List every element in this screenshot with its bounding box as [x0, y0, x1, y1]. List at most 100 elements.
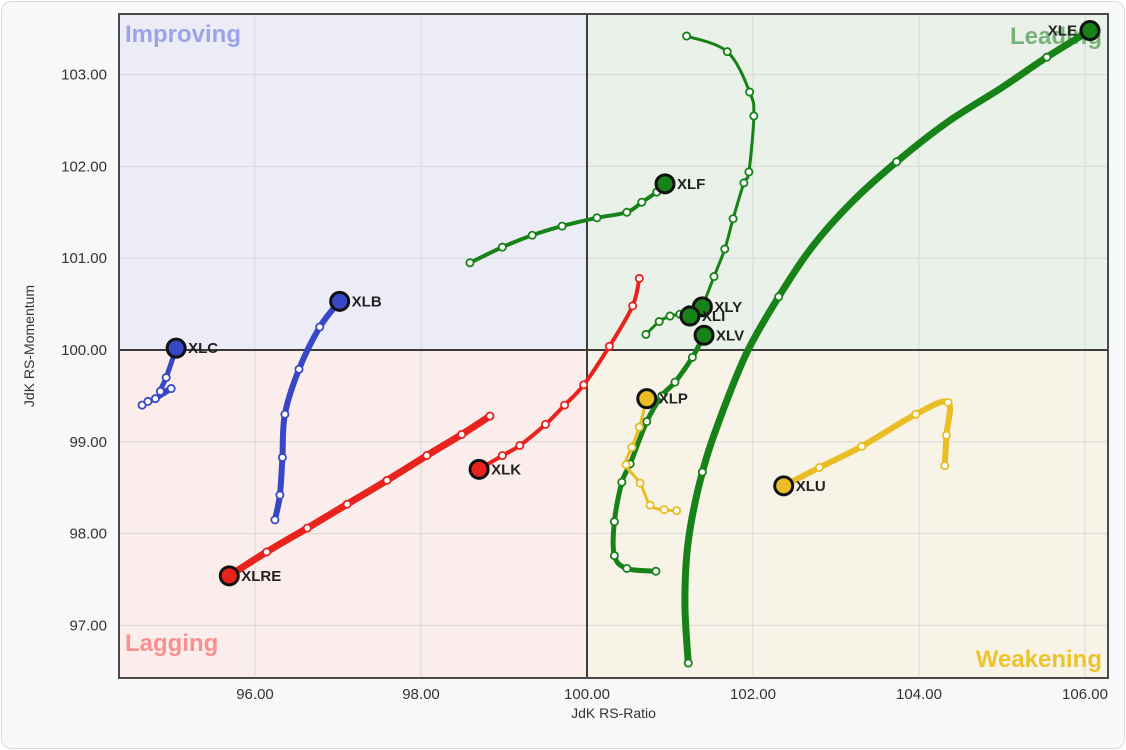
x-tick-label: 100.00: [564, 686, 610, 703]
label-XLU: XLU: [796, 478, 826, 495]
trail-point-XLE[interactable]: [697, 467, 707, 477]
trail-point-XLU[interactable]: [940, 461, 950, 471]
trail-point-XLV[interactable]: [617, 477, 627, 487]
trail-point-XLU[interactable]: [943, 397, 953, 407]
trail-point-XLF[interactable]: [592, 213, 602, 223]
marker-XLE[interactable]: [1079, 20, 1101, 42]
marker-XLB[interactable]: [329, 290, 351, 312]
x-tick-label: 96.00: [236, 686, 274, 703]
trail-point-XLK[interactable]: [515, 440, 525, 450]
trail-point-XLK[interactable]: [497, 451, 507, 461]
trail-point-XLI[interactable]: [665, 311, 675, 321]
trail-point-XLY[interactable]: [744, 167, 754, 177]
trail-point-XLK[interactable]: [579, 380, 589, 390]
trail-point-XLF[interactable]: [497, 242, 507, 252]
trail-point-XLI[interactable]: [654, 317, 664, 327]
trail-point-XLB[interactable]: [275, 490, 285, 500]
trail-point-XLI[interactable]: [641, 329, 651, 339]
trail-point-XLRE[interactable]: [302, 523, 312, 533]
trail-point-XLP[interactable]: [634, 422, 644, 432]
trail-point-XLB[interactable]: [280, 409, 290, 419]
y-tick-label: 99.00: [69, 434, 107, 451]
trail-point-XLP[interactable]: [672, 506, 682, 516]
trail-point-XLC[interactable]: [161, 373, 171, 383]
trail-point-XLE[interactable]: [1042, 52, 1052, 62]
marker-XLC[interactable]: [165, 337, 187, 359]
marker-XLI[interactable]: [679, 305, 701, 327]
marker-XLU[interactable]: [773, 475, 795, 497]
trail-point-XLP[interactable]: [627, 442, 637, 452]
trail-point-XLRE[interactable]: [422, 451, 432, 461]
trail-point-XLP[interactable]: [635, 478, 645, 488]
trail-point-XLV[interactable]: [651, 566, 661, 576]
x-tick-label: 106.00: [1062, 686, 1108, 703]
trail-point-XLC[interactable]: [143, 396, 153, 406]
trail-point-XLRE[interactable]: [485, 411, 495, 421]
trail-point-XLK[interactable]: [634, 273, 644, 283]
marker-XLK[interactable]: [468, 458, 490, 480]
trail-point-XLV[interactable]: [687, 352, 697, 362]
trail-point-XLV[interactable]: [609, 517, 619, 527]
label-XLC: XLC: [188, 340, 218, 357]
trail-point-XLU[interactable]: [911, 409, 921, 419]
trail-point-XLC[interactable]: [150, 394, 160, 404]
label-XLY: XLY: [714, 299, 742, 316]
trail-point-XLC[interactable]: [166, 384, 176, 394]
trail-point-XLC[interactable]: [155, 386, 165, 396]
trail-point-XLP[interactable]: [621, 460, 631, 470]
trail-point-XLK[interactable]: [604, 341, 614, 351]
trail-point-XLV[interactable]: [642, 417, 652, 427]
trail-point-XLF[interactable]: [622, 207, 632, 217]
trail-point-XLY[interactable]: [728, 214, 738, 224]
trail-point-XLRE[interactable]: [262, 547, 272, 557]
trail-point-XLF[interactable]: [465, 258, 475, 268]
quadrant-label-lagging: Lagging: [125, 630, 218, 657]
y-tick-label: 101.00: [61, 250, 107, 267]
trail-point-XLRE[interactable]: [457, 429, 467, 439]
y-tick-label: 103.00: [61, 67, 107, 84]
y-axis-title: JdK RS-Momentum: [21, 285, 37, 407]
trail-point-XLK[interactable]: [541, 419, 551, 429]
quadrant-label-weakening: Weakening: [976, 646, 1102, 673]
trail-point-XLY[interactable]: [722, 47, 732, 57]
label-XLF: XLF: [677, 176, 705, 193]
trail-point-XLB[interactable]: [294, 364, 304, 374]
label-XLI: XLI: [702, 308, 725, 325]
trail-point-XLY[interactable]: [682, 31, 692, 41]
trail-point-XLY[interactable]: [709, 272, 719, 282]
trail-XLE[interactable]: [681, 27, 1094, 667]
marker-XLF[interactable]: [654, 173, 676, 195]
marker-XLRE[interactable]: [218, 565, 240, 587]
trail-point-XLV[interactable]: [657, 391, 667, 401]
trail-point-XLY[interactable]: [739, 178, 749, 188]
trail-point-XLK[interactable]: [560, 400, 570, 410]
trail-point-XLE[interactable]: [892, 157, 902, 167]
y-tick-label: 98.00: [69, 526, 107, 543]
trail-point-XLRE[interactable]: [342, 499, 352, 509]
marker-XLP[interactable]: [636, 388, 658, 410]
marker-XLV[interactable]: [693, 324, 715, 346]
trail-point-XLK[interactable]: [628, 301, 638, 311]
trail-point-XLU[interactable]: [814, 463, 824, 473]
trail-point-XLY[interactable]: [720, 244, 730, 254]
trail-point-XLU[interactable]: [857, 441, 867, 451]
trail-point-XLY[interactable]: [749, 111, 759, 121]
trail-point-XLE[interactable]: [774, 292, 784, 302]
trail-point-XLF[interactable]: [527, 230, 537, 240]
trail-point-XLF[interactable]: [557, 221, 567, 231]
trail-point-XLV[interactable]: [609, 551, 619, 561]
trail-point-XLB[interactable]: [270, 515, 280, 525]
trail-point-XLY[interactable]: [745, 87, 755, 97]
trail-point-XLB[interactable]: [315, 322, 325, 332]
trail-point-XLB[interactable]: [277, 452, 287, 462]
trail-point-XLF[interactable]: [637, 197, 647, 207]
trail-point-XLRE[interactable]: [382, 475, 392, 485]
trail-point-XLU[interactable]: [941, 430, 951, 440]
trail-point-XLP[interactable]: [645, 500, 655, 510]
trail-XLY[interactable]: [685, 34, 756, 309]
trail-point-XLP[interactable]: [659, 505, 669, 515]
trail-point-XLV[interactable]: [622, 563, 632, 573]
trail-point-XLE[interactable]: [683, 658, 693, 668]
trail-point-XLV[interactable]: [670, 377, 680, 387]
